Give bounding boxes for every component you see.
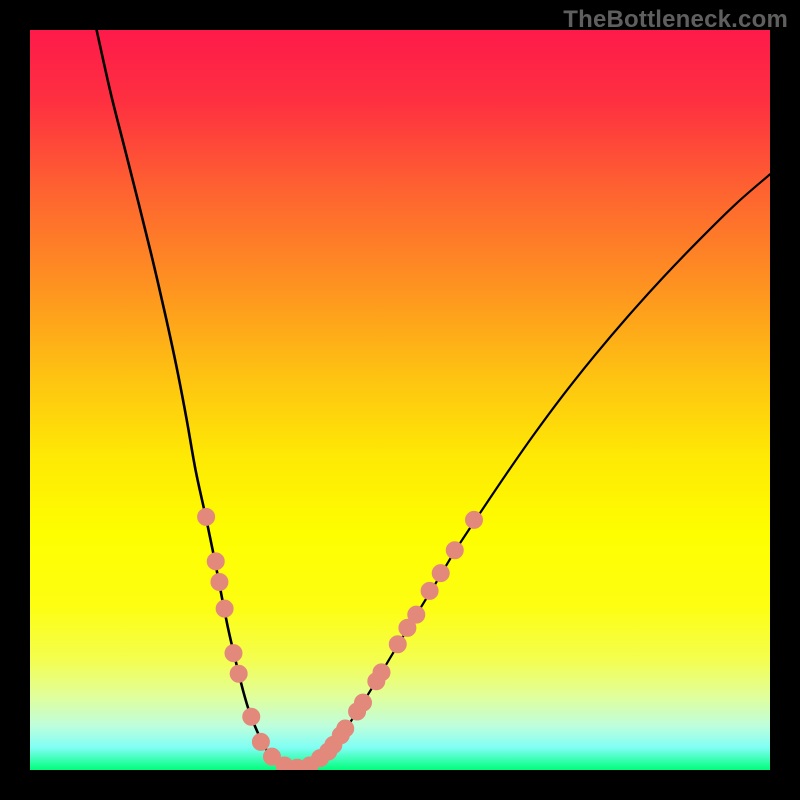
data-marker bbox=[355, 694, 372, 711]
data-marker bbox=[466, 511, 483, 528]
data-marker bbox=[421, 582, 438, 599]
data-marker bbox=[225, 645, 242, 662]
data-marker bbox=[198, 508, 215, 525]
data-marker bbox=[337, 720, 354, 737]
data-marker bbox=[230, 665, 247, 682]
plot-background-gradient bbox=[30, 30, 770, 770]
data-marker bbox=[207, 553, 224, 570]
data-marker bbox=[252, 733, 269, 750]
watermark-text: TheBottleneck.com bbox=[563, 6, 788, 34]
data-marker bbox=[389, 636, 406, 653]
chart-stage: TheBottleneck.com bbox=[0, 0, 800, 800]
data-marker bbox=[446, 542, 463, 559]
data-marker bbox=[243, 708, 260, 725]
data-marker bbox=[373, 664, 390, 681]
bottleneck-curve-chart bbox=[0, 0, 800, 800]
data-marker bbox=[211, 574, 228, 591]
data-marker bbox=[216, 600, 233, 617]
data-marker bbox=[432, 565, 449, 582]
data-marker bbox=[408, 606, 425, 623]
